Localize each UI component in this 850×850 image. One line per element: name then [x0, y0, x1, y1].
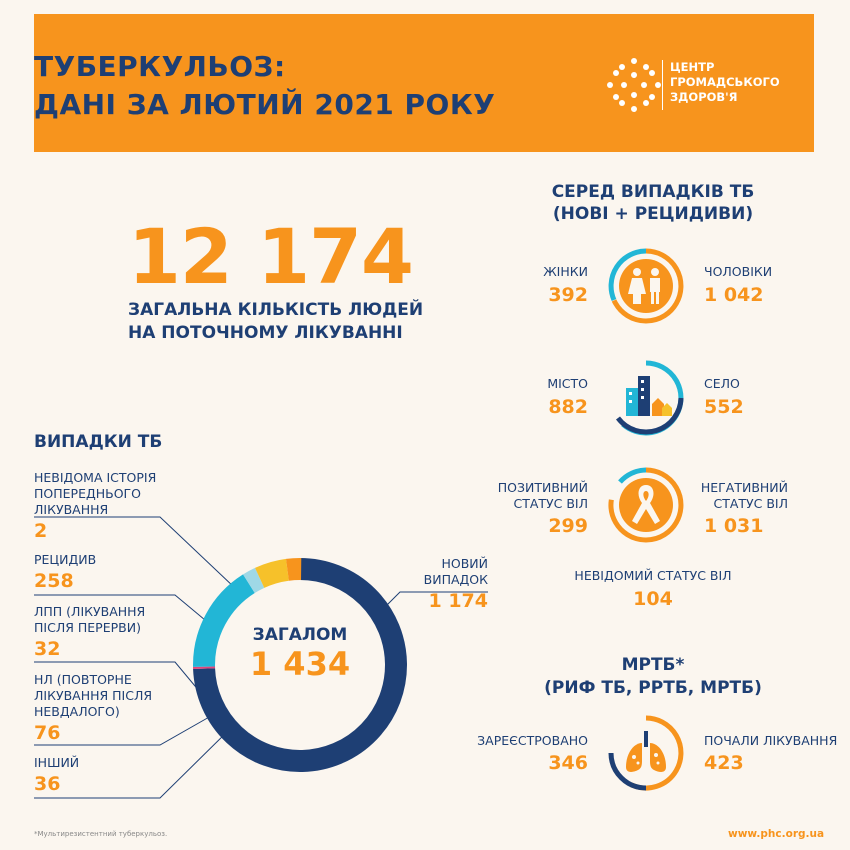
donut-segment-after-failure: [255, 558, 290, 589]
total-treatment-value: 12 174: [128, 212, 414, 301]
people-icon: [608, 248, 684, 324]
donut-segment-other: [285, 558, 302, 581]
legend-unknown-history-2: ПОПЕРЕДНЬОГО: [34, 486, 142, 501]
legend-relapse-label: РЕЦИДИВ: [34, 552, 97, 567]
header-banner: [34, 14, 814, 152]
men-value: 1 042: [704, 284, 764, 306]
donut-segment-after-break: [243, 567, 265, 594]
city-icon: [608, 360, 684, 436]
legend-unknown-history-value: 2: [34, 520, 48, 542]
leader-line-after-failure: [34, 711, 219, 746]
hiv-positive-value: 299: [548, 515, 588, 537]
hiv-positive-label-2: СТАТУС ВІЛ: [513, 496, 588, 511]
donut-center-label: ЗАГАЛОМ: [252, 625, 348, 645]
legend-after-break-1: ЛПП (ЛІКУВАННЯ: [34, 604, 146, 619]
hiv-unknown-value: 104: [633, 588, 673, 610]
legend-after-failure-value: 76: [34, 722, 61, 744]
legend-after-break-value: 32: [34, 638, 61, 660]
page-title: ТУБЕРКУЛЬОЗ:: [34, 50, 286, 83]
cases-donut-chart: [193, 558, 407, 772]
leader-line-unknown-history: [34, 516, 236, 589]
city-label: МІСТО: [547, 376, 588, 391]
hiv-negative-label-1: НЕГАТИВНИЙ: [700, 480, 788, 495]
legend-new-case-2: ВИПАДОК: [423, 572, 488, 587]
village-value: 552: [704, 396, 744, 418]
website-link[interactable]: www.phc.org.ua: [728, 828, 825, 840]
hiv-negative-value: 1 031: [704, 515, 764, 537]
leader-line-other: [34, 726, 233, 799]
village-label: СЕЛО: [704, 376, 740, 391]
mdr-started-value: 423: [704, 752, 744, 774]
men-label: ЧОЛОВІКИ: [704, 264, 773, 279]
hiv-unknown-label: НЕВІДОМИЙ СТАТУС ВІЛ: [574, 568, 732, 583]
footnote: *Мультирезистентний туберкульоз.: [34, 830, 168, 838]
phc-logo-icon: [607, 58, 661, 112]
city-value: 882: [548, 396, 588, 418]
hiv-negative-label-2: СТАТУС ВІЛ: [713, 496, 788, 511]
total-treatment-label-1: ЗАГАЛЬНА КІЛЬКІСТЬ ЛЮДЕЙ: [128, 300, 424, 320]
women-label: ЖІНКИ: [543, 264, 588, 279]
legend-unknown-history-3: ЛІКУВАННЯ: [34, 502, 109, 517]
legend-after-break-2: ПІСЛЯ ПЕРЕРВИ): [34, 620, 141, 635]
legend-unknown-history-1: НЕВІДОМА ІСТОРІЯ: [34, 470, 157, 485]
women-value: 392: [548, 284, 588, 306]
legend-relapse-value: 258: [34, 570, 74, 592]
page-subtitle: ДАНІ ЗА ЛЮТИЙ 2021 РОКУ: [34, 88, 496, 121]
ribbon-icon: [608, 467, 684, 543]
mdr-registered-value: 346: [548, 752, 588, 774]
donut-center-value: 1 434: [249, 645, 351, 683]
donut-segment-relapse: [193, 574, 256, 667]
leader-line-after-break: [34, 661, 201, 693]
mdr-started-label: ПОЧАЛИ ЛІКУВАННЯ: [704, 733, 838, 748]
hiv-positive-label-1: ПОЗИТИВНИЙ: [497, 480, 588, 495]
mdr-heading-1: МРТБ*: [621, 655, 685, 675]
among-heading-2: (НОВІ + РЕЦИДИВИ): [552, 204, 754, 224]
leader-line-relapse: [34, 594, 206, 621]
legend-after-failure-3: НЕВДАЛОГО): [34, 704, 120, 719]
legend-after-failure-2: ЛІКУВАННЯ ПІСЛЯ: [34, 688, 153, 703]
logo-divider: [662, 60, 663, 110]
mdr-registered-label: ЗАРЕЄСТРОВАНО: [477, 733, 588, 748]
legend-after-failure-1: НЛ (ПОВТОРНЕ: [34, 672, 132, 687]
among-heading-1: СЕРЕД ВИПАДКІВ ТБ: [551, 182, 755, 202]
total-treatment-label-2: НА ПОТОЧНОМУ ЛІКУВАННІ: [128, 323, 403, 343]
mdr-heading-2: (РИФ ТБ, РРТБ, МРТБ): [544, 678, 762, 698]
lungs-icon: [608, 715, 684, 791]
donut-segment-new-case: [193, 558, 407, 772]
cases-heading: ВИПАДКИ ТБ: [34, 432, 163, 452]
org-name-line1: ЦЕНТР: [670, 60, 715, 74]
org-name-line3: ЗДОРОВ'Я: [670, 90, 738, 104]
org-name-line2: ГРОМАДСЬКОГО: [670, 75, 780, 89]
legend-new-case-value: 1 174: [428, 590, 489, 612]
legend-new-case-1: НОВИЙ: [441, 556, 488, 571]
legend-other-label: ІНШИЙ: [34, 755, 80, 770]
legend-other-value: 36: [34, 773, 61, 795]
